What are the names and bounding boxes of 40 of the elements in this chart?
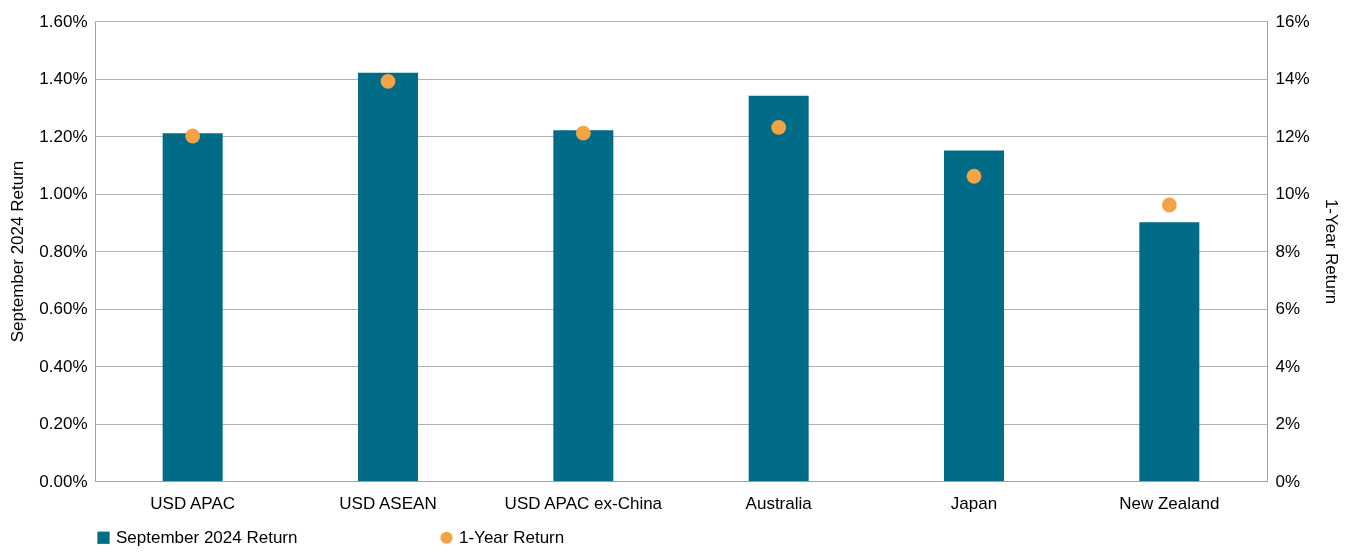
y-tick-label: 0.00% xyxy=(39,471,88,491)
point xyxy=(771,119,787,135)
y-axis-title: September 2024 Return xyxy=(8,160,28,343)
y-tick-label: 1.40% xyxy=(39,69,88,88)
point xyxy=(185,128,201,144)
y2-tick-label: 16% xyxy=(1275,11,1310,31)
x-tick-label: USD APAC xyxy=(150,493,236,513)
x-tick-label: New Zealand xyxy=(1119,493,1220,513)
legend-label: 1-Year Return xyxy=(459,527,565,547)
legend-label: September 2024 Return xyxy=(116,527,298,547)
y2-tick-label: 8% xyxy=(1275,241,1301,261)
point xyxy=(380,73,396,89)
bar xyxy=(1139,222,1200,481)
x-tick-label: USD ASEAN xyxy=(339,493,437,513)
y2-tick-label: 10% xyxy=(1275,184,1310,203)
y-tick-label: 1.60% xyxy=(39,11,88,31)
y-tick-label: 0.60% xyxy=(39,299,88,318)
y2-tick-label: 2% xyxy=(1275,414,1301,433)
y-tick-label: 1.00% xyxy=(39,184,88,203)
bar xyxy=(162,133,223,481)
y2-tick-label: 12% xyxy=(1275,126,1310,146)
x-tick-label: Japan xyxy=(950,493,998,513)
x-tick-label: USD APAC ex-China xyxy=(504,493,663,513)
bar xyxy=(944,150,1004,481)
point xyxy=(1161,197,1177,213)
bar xyxy=(748,95,809,481)
bar xyxy=(358,72,418,481)
y2-tick-label: 4% xyxy=(1275,356,1301,376)
x-tick-label: Australia xyxy=(745,493,813,513)
y2-tick-label: 6% xyxy=(1275,299,1301,318)
y2-tick-label: 0% xyxy=(1275,471,1301,491)
y2-tick-label: 14% xyxy=(1275,69,1310,88)
y-tick-label: 0.40% xyxy=(39,356,88,376)
y-tick-label: 0.20% xyxy=(39,414,88,433)
bar xyxy=(553,130,614,481)
point xyxy=(575,125,591,141)
y2-axis-title: 1-Year Return xyxy=(1321,198,1341,305)
y-tick-label: 1.20% xyxy=(39,126,88,146)
point xyxy=(966,168,982,184)
y-tick-label: 0.80% xyxy=(39,241,88,261)
